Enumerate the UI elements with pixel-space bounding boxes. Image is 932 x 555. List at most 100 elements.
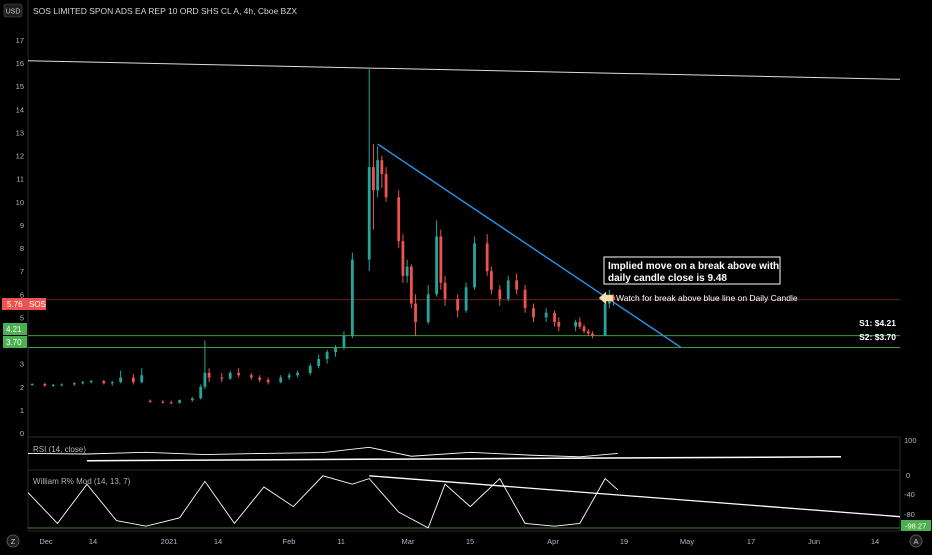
candle-body <box>140 375 144 383</box>
williams-title: William R% Mod (14, 13, 7) <box>33 477 131 486</box>
price-tick-label: 14 <box>16 105 24 114</box>
candle-body <box>372 167 375 191</box>
candle-body <box>30 383 34 385</box>
candle-body <box>603 303 607 336</box>
candlesticks <box>30 67 615 405</box>
candle-body <box>409 266 413 304</box>
candle-body <box>102 380 106 384</box>
time-tick-label: Mar <box>402 537 415 546</box>
candle-body <box>119 377 123 383</box>
candle-body <box>207 372 211 378</box>
price-tick-label: 13 <box>16 128 24 137</box>
candle-body <box>287 375 291 378</box>
trendline-white <box>27 60 901 80</box>
williams-panel <box>27 475 901 529</box>
rsi-line <box>27 446 618 458</box>
candle-body <box>308 365 312 373</box>
candle-body <box>258 377 262 380</box>
candle-body <box>523 289 527 309</box>
candle-body <box>81 382 85 384</box>
williams-tick-minus80: -80 <box>904 510 915 519</box>
candle-body <box>220 377 224 379</box>
timezone-button[interactable] <box>6 534 20 548</box>
time-tick-label: Dec <box>39 537 53 546</box>
time-tick-label: 14 <box>89 537 97 546</box>
candle-body <box>612 296 615 300</box>
implied-move-box[interactable] <box>603 256 781 285</box>
candle-body <box>506 280 510 299</box>
candle-body <box>131 377 135 383</box>
candle-body <box>190 398 194 401</box>
time-tick-label: 14 <box>871 537 879 546</box>
implied-move-line2: daily candle close is 9.48 <box>608 273 727 284</box>
candle-body <box>544 312 548 318</box>
candle-body <box>325 352 329 360</box>
candle-body <box>376 160 380 191</box>
candle-body <box>384 174 388 198</box>
candle-body <box>279 377 283 383</box>
candle-body <box>401 241 405 276</box>
candle-body <box>334 347 337 353</box>
candle-body <box>72 383 76 385</box>
auto-scale-button[interactable] <box>909 534 923 548</box>
candle-body <box>485 243 489 272</box>
chart-title: SOS LIMITED SPON ADS EA REP 10 ORD SHS C… <box>33 6 297 16</box>
trendline-blue <box>377 143 682 349</box>
candle-body <box>60 384 64 386</box>
candle-body <box>456 298 460 311</box>
support-levels <box>28 299 900 348</box>
candle-body <box>237 372 241 376</box>
candle-body <box>586 331 590 334</box>
rsi-tick-100: 100 <box>904 436 917 445</box>
current-price-symbol: SOS <box>29 300 46 309</box>
time-tick-label: 11 <box>337 537 345 546</box>
watch-arrow-icon[interactable] <box>598 291 614 305</box>
candle-body <box>405 266 409 276</box>
candle-body <box>582 326 586 332</box>
candle-body <box>557 322 561 327</box>
time-tick-label: 19 <box>620 537 628 546</box>
williams-trendline <box>369 475 901 518</box>
candle-body <box>89 380 93 383</box>
time-tick-label: 15 <box>466 537 474 546</box>
williams-line <box>27 475 619 529</box>
candle-body <box>249 375 253 378</box>
candle-body <box>228 372 232 379</box>
s1-price-value: 4.21 <box>6 325 22 334</box>
candle-body <box>498 289 502 299</box>
price-tick-label: 7 <box>20 267 24 276</box>
candle-body <box>515 280 519 290</box>
candle-body <box>296 372 300 376</box>
price-tick-label: 16 <box>16 59 24 68</box>
time-tick-label: 2021 <box>161 537 178 546</box>
candle-body <box>591 333 594 336</box>
price-tick-label: 17 <box>16 36 24 45</box>
candle-body <box>464 287 468 311</box>
watch-note[interactable]: Watch for break above blue line on Daily… <box>616 293 798 303</box>
time-tick-label: 14 <box>214 537 222 546</box>
candle-body <box>414 303 417 323</box>
price-tick-label: 2 <box>20 383 24 392</box>
candle-body <box>110 382 114 384</box>
candle-body <box>397 197 401 242</box>
s2-price-badge <box>3 336 27 348</box>
williams-tick-minus40: -40 <box>904 490 915 499</box>
candle-body <box>148 400 152 402</box>
current-price-badge <box>2 298 46 310</box>
williams-value: -98.27 <box>905 522 926 531</box>
currency-label: USD <box>6 9 21 16</box>
trendlines <box>27 60 901 349</box>
candle-body <box>317 359 321 366</box>
time-axis-labels: Dec 14 2021 14 Feb 11 Mar 15 Apr 19 May 17 Jun 14 <box>39 537 879 546</box>
price-tick-label: 1 <box>20 406 24 415</box>
price-tick-label: 6 <box>20 290 24 299</box>
candle-body <box>51 384 55 386</box>
candle-body <box>553 312 556 323</box>
candle-body <box>203 372 207 387</box>
s2-price-value: 3.70 <box>6 338 22 347</box>
rsi-trendline <box>86 456 842 462</box>
williams-tick-0: 0 <box>906 471 910 480</box>
